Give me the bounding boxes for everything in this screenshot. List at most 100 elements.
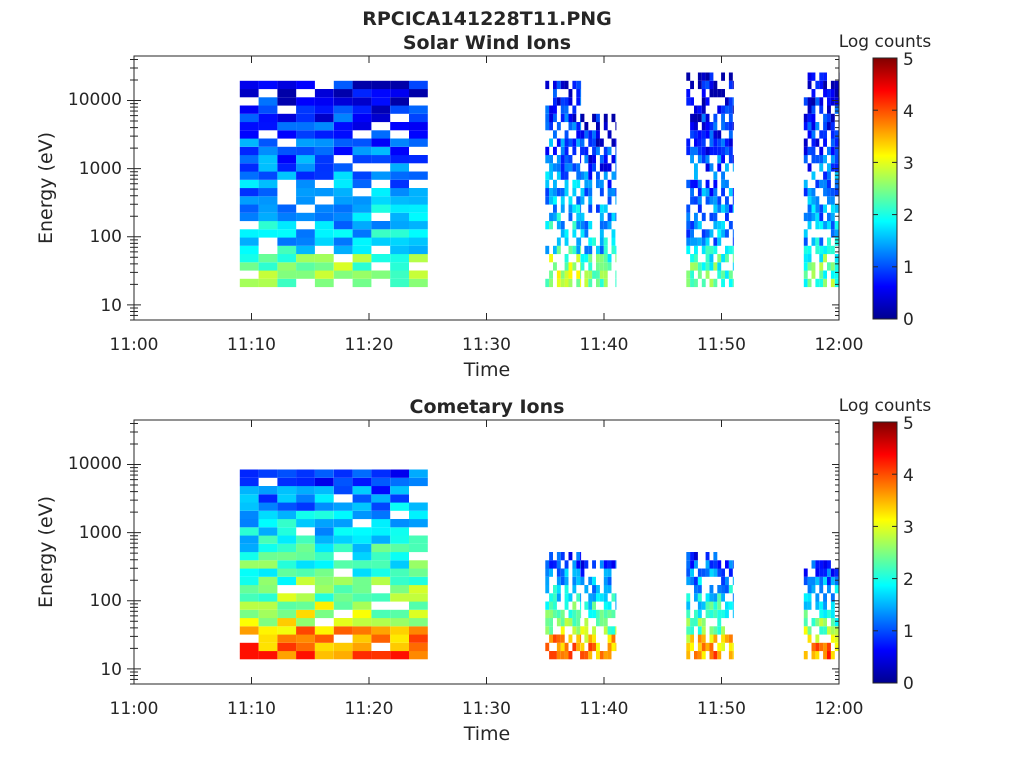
spectrogram-cell [239,130,259,139]
spectrogram-cell [713,609,718,619]
spectrogram-cell [705,270,710,279]
spectrogram-cell [717,651,722,660]
spectrogram-cell [819,609,824,619]
spectrogram-cell [568,245,573,255]
spectrogram-cell [371,138,391,147]
spectrogram-cell [721,278,725,288]
spectrogram-cell [705,80,710,90]
spectrogram-cell [409,560,428,569]
spectrogram-cell [807,204,812,213]
spectrogram-cell [803,146,808,156]
spectrogram-cell [607,163,612,172]
spectrogram-cell [296,642,315,652]
spectrogram-cell [690,626,694,635]
spectrogram-cell [811,212,816,222]
spectrogram-cell [576,609,581,619]
spectrogram-cell [607,651,612,660]
spectrogram-cell [713,245,718,255]
spectrogram-cell [721,229,725,238]
spectrogram-cell [576,254,581,263]
spectrogram-cell [390,89,409,98]
spectrogram-cell [545,642,550,652]
spectrogram-cell [572,618,577,627]
spectrogram-cell [560,552,565,561]
spectrogram-cell [815,155,820,164]
spectrogram-cell [371,146,391,156]
spectrogram-cell [545,179,550,189]
spectrogram-cell [333,113,353,123]
spectrogram-cell [576,138,581,147]
spectrogram-cell [588,163,593,172]
spectrogram-cell [352,113,372,123]
spectrogram-cell [390,651,409,660]
spectrogram-cell [717,229,722,238]
spectrogram-cell [560,634,565,643]
spectrogram-cell [545,585,550,594]
spectrogram-cell [819,105,824,114]
spectrogram-cell [732,97,734,106]
spectrogram-cell [709,80,714,90]
spectrogram-cell [830,576,835,586]
spectrogram-cell [371,270,391,279]
spectrogram-cell [239,527,259,536]
spectrogram-cell [830,113,835,123]
spectrogram-cell [258,576,278,586]
figure-title: RPCICA141228T11.PNG [362,8,612,30]
spectrogram-cell [352,585,372,594]
spectrogram-cell [545,105,550,114]
spectrogram-cell [564,171,569,180]
spectrogram-cell [823,560,827,569]
spectrogram-cell [296,601,315,610]
spectrogram-cell [314,229,334,238]
spectrogram-cell [701,568,706,577]
spectrogram-cell [580,626,585,635]
panel1-ytick-10000: 10000 [68,90,122,110]
spectrogram-cell [721,122,725,131]
panel2-ylabel: Energy (eV) [35,496,57,608]
spectrogram-cell [556,221,561,230]
spectrogram-cell [333,519,353,528]
spectrogram-cell [352,601,372,610]
spectrogram-cell [239,568,259,577]
spectrogram-cell [815,138,820,147]
spectrogram-cell [352,593,372,602]
spectrogram-cell [314,221,334,230]
spectrogram-cell [599,138,604,147]
spectrogram-cell [807,585,812,594]
spectrogram-cell [599,618,604,627]
spectrogram-cell [728,146,733,156]
spectrogram-cell [697,585,702,594]
spectrogram-cell [556,560,561,569]
spectrogram-cell [603,254,608,263]
spectrogram-cell [584,560,589,569]
spectrogram-cell [834,155,839,164]
spectrogram-cell [803,113,808,123]
spectrogram-cell [371,221,391,230]
spectrogram-cell [258,469,278,478]
spectrogram-cell [296,552,315,561]
spectrogram-cell [819,155,824,164]
spectrogram-cell [603,113,608,123]
spectrogram-cell [239,519,259,528]
spectrogram-cell [694,618,698,627]
spectrogram-cell [827,188,831,197]
spectrogram-cell [827,626,831,635]
spectrogram-cell [556,593,561,602]
spectrogram-cell [572,576,577,586]
panel2-cbtick-4: 4 [903,466,914,486]
spectrogram-cell [556,270,561,279]
spectrogram-cell [690,113,694,123]
spectrogram-cell [333,163,353,172]
spectrogram-cell [258,560,278,569]
spectrogram-cell [607,130,612,139]
spectrogram-cell [713,138,718,147]
spectrogram-cell [686,634,691,643]
spectrogram-cell [568,262,573,271]
spectrogram-cell [690,618,694,627]
spectrogram-cell [596,130,600,139]
spectrogram-cell [564,254,569,263]
spectrogram-cell [819,72,824,81]
spectrogram-cell [580,576,585,586]
spectrogram-cell [580,560,585,569]
spectrogram-cell [588,155,593,164]
